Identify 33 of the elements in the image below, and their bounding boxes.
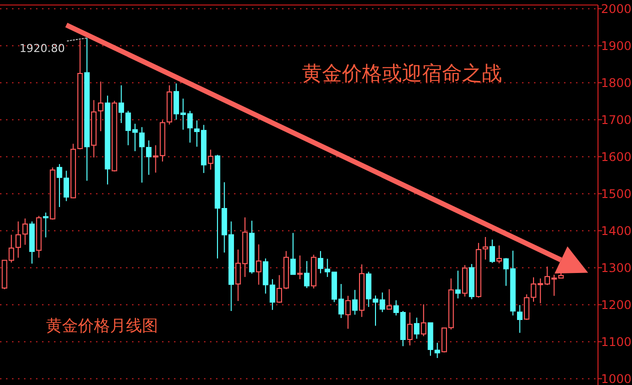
y-tick-label: 1300: [601, 260, 632, 275]
text: 黄金价格或迎宿命之战: [302, 61, 502, 85]
annotation: 1920.80: [19, 42, 65, 56]
candlestick: [42, 212, 48, 238]
candlestick: [22, 218, 28, 246]
candlestick: [304, 260, 310, 289]
candlestick: [98, 81, 104, 132]
y-tick-label: 1700: [601, 112, 632, 127]
candlestick: [517, 304, 523, 334]
y-tick-label: 1100: [601, 334, 632, 349]
y-tick-label: 1400: [601, 224, 632, 238]
candlestick: [352, 289, 358, 316]
candlestick: [208, 149, 214, 170]
candlestick: [297, 254, 303, 280]
candlestick: [407, 312, 413, 346]
y-tick-label: 1500: [601, 186, 632, 201]
candlestick: [345, 295, 351, 330]
y-tick-label: 1900: [601, 38, 632, 53]
candlestick: [455, 270, 461, 299]
y-tick-label: 1600: [601, 150, 632, 164]
candlestick: [386, 288, 392, 310]
text: 黄金价格月线图: [46, 316, 158, 335]
candlestick: [496, 245, 502, 264]
y-tick-label: 1200: [601, 298, 632, 312]
y-tick-label: 2000: [601, 2, 632, 16]
candlestick: [146, 140, 152, 176]
candlestick: [490, 239, 496, 264]
candlestick: [414, 317, 420, 340]
candlestick: [420, 304, 426, 337]
y-tick-label: 1000: [601, 372, 632, 385]
candlestick: [290, 232, 296, 275]
y-tick-label: 1800: [601, 76, 632, 90]
candlestick: [256, 244, 262, 286]
